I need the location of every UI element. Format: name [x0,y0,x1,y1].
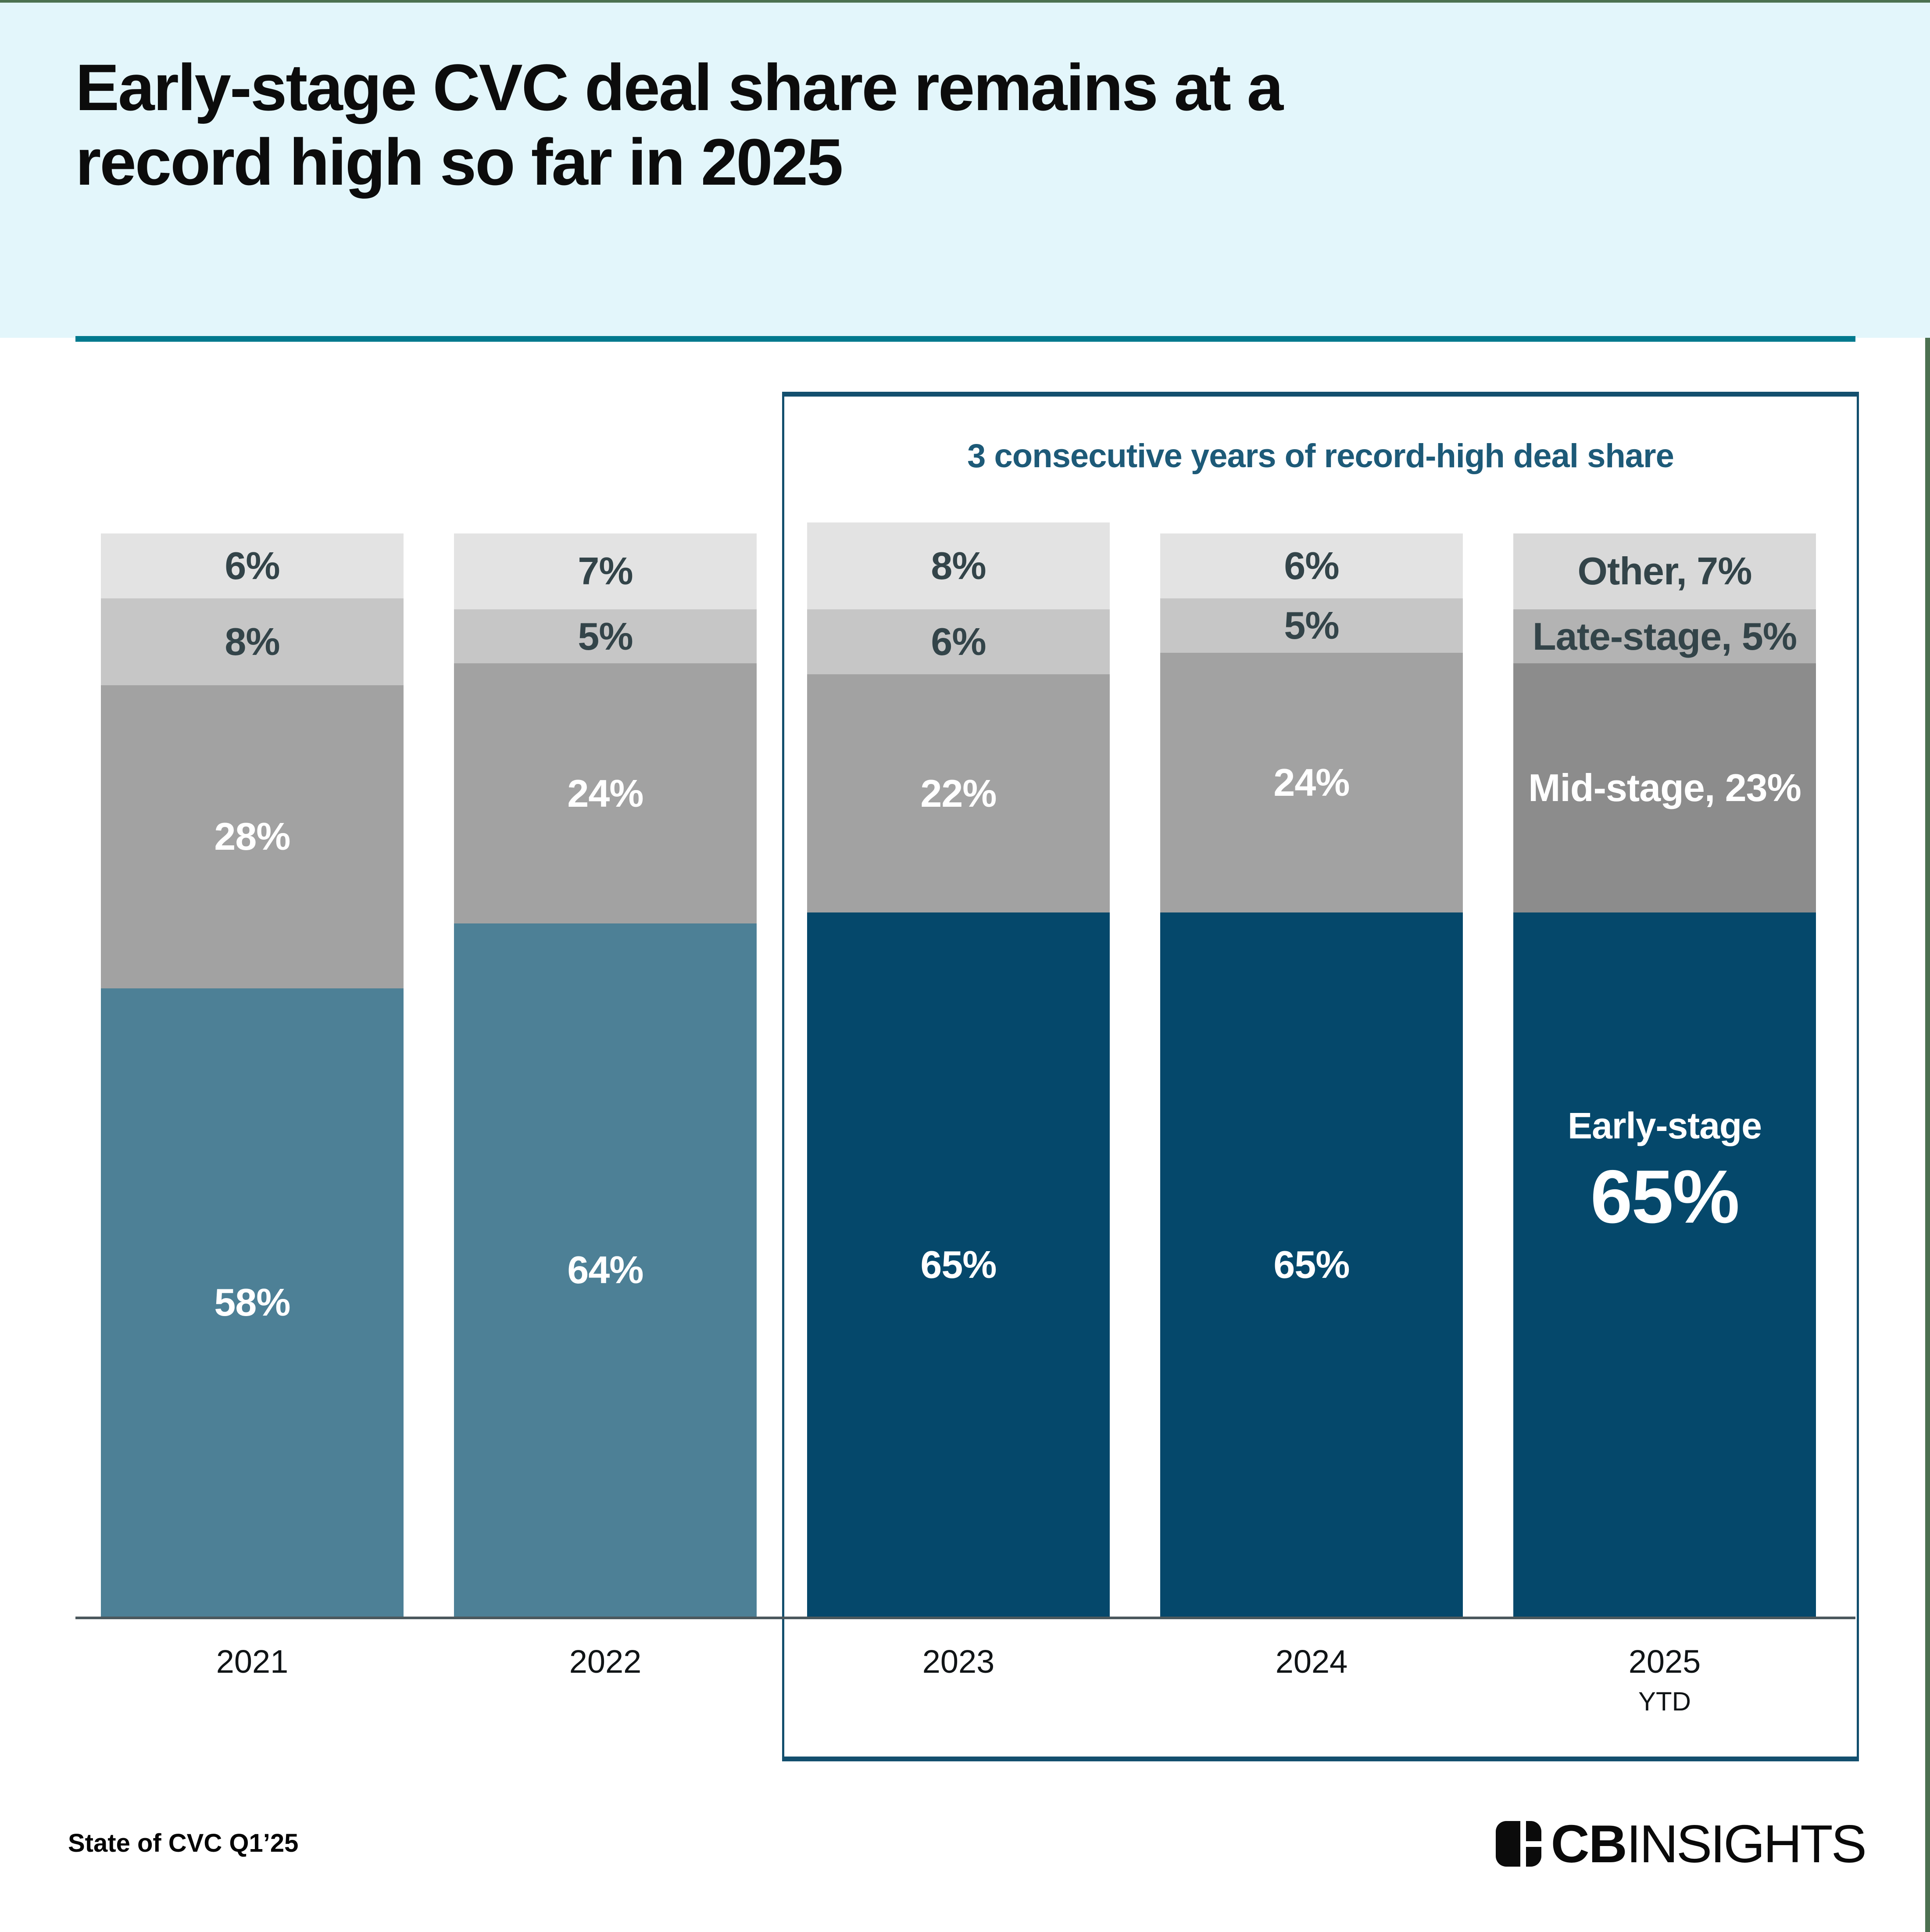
annotation-title: 3 consecutive years of record-high deal … [967,437,1674,475]
bar-segment-label: 5% [1284,603,1339,647]
bar-2023-segment-late-stage: 6% [807,609,1110,674]
x-axis-label-2021: 2021 [101,1642,404,1682]
page-title: Early-stage CVC deal share remains at a … [75,50,1852,199]
bar-segment-label: 24% [1273,760,1350,804]
bar-segment-label: Other, 7% [1577,549,1752,593]
x-axis-label-2025: 2025 YTD [1513,1642,1816,1718]
x-axis-year: 2024 [1275,1643,1348,1680]
source-label: State of CVC Q1’25 [68,1829,299,1857]
bar-segment-label: 65% [1273,1242,1350,1286]
bar-2025-segment-late-stage: Late-stage, 5% [1513,609,1816,664]
bar-segment-label: 64% [567,1248,643,1292]
bar-segment-label: 6% [1284,544,1339,588]
page-title-line2: record high so far in 2025 [75,125,843,199]
top-edge-strip [0,0,1930,3]
early-stage-highlight-label: Early-stage 65% [1568,1105,1762,1240]
bar-segment-label: 8% [225,619,280,663]
bar-2025-segment-other: Other, 7% [1513,533,1816,609]
bar-2022-segment-other: 7% [454,533,757,609]
logo-icon-vertical-gap [1520,1821,1526,1867]
bar-segment-label: Mid-stage, 23% [1528,766,1801,810]
bar-2021-segment-mid-stage: 28% [101,685,404,988]
cbinsights-logo-text: CBINSIGHTS [1551,1814,1867,1874]
record-high-annotation-box: 3 consecutive years of record-high deal … [782,392,1859,1761]
x-axis-line [75,1617,1855,1619]
bar-segment-label: 65% [920,1242,997,1286]
x-axis-label-2023: 2023 [807,1642,1110,1682]
x-axis-label-2022: 2022 [454,1642,757,1682]
right-edge-strip [1925,338,1930,1932]
x-axis-year-sublabel: YTD [1638,1686,1691,1716]
bar-segment-label: 22% [920,771,997,815]
bar-2023-segment-early-stage: 65% [807,912,1110,1617]
x-axis-year: 2023 [922,1643,995,1680]
bar-2021-segment-early-stage: 58% [101,988,404,1617]
bar-segment-label: 28% [214,815,290,859]
bar-segment-label: Late-stage, 5% [1532,614,1797,658]
x-axis-label-2024: 2024 [1160,1642,1463,1682]
logo-text-insights: INSIGHTS [1626,1814,1867,1874]
early-stage-label-title: Early-stage [1568,1105,1762,1147]
bar-2024-segment-late-stage: 5% [1160,598,1463,653]
bar-2025-segment-mid-stage: Mid-stage, 23% [1513,663,1816,913]
bar-2023-segment-other: 8% [807,522,1110,609]
bar-segment-label: 58% [214,1280,290,1324]
header-band: Early-stage CVC deal share remains at a … [0,0,1930,338]
cbinsights-logo-icon [1495,1821,1541,1867]
bar-segment-label: 6% [225,544,280,588]
bar-2022-segment-late-stage: 5% [454,609,757,664]
logo-icon-horizontal-gap [1526,1841,1541,1847]
bar-2022-segment-early-stage: 64% [454,923,757,1617]
bar-segment-label: 7% [578,549,633,593]
bar-2024-segment-other: 6% [1160,533,1463,599]
bar-2023-segment-mid-stage: 22% [807,674,1110,913]
logo-text-cb: CB [1551,1814,1627,1874]
page-title-line1: Early-stage CVC deal share remains at a [75,50,1283,124]
bar-segment-label: 6% [931,619,986,663]
x-axis-year: 2022 [569,1643,642,1680]
cbinsights-logo: CBINSIGHTS [1495,1814,1867,1874]
bar-2024-segment-early-stage: 65% [1160,912,1463,1617]
x-axis-year: 2025 [1628,1643,1701,1680]
bar-segment-label: 8% [931,544,986,588]
bar-2025-segment-early-stage: Early-stage 65% [1513,912,1816,1617]
x-axis-year: 2021 [216,1643,289,1680]
bar-segment-label: 5% [578,614,633,658]
bar-2021-segment-other: 6% [101,533,404,599]
bar-2021-segment-late-stage: 8% [101,598,404,685]
bar-segment-label: 24% [567,771,643,815]
early-stage-label-value: 65% [1590,1155,1740,1239]
teal-divider-rule [75,336,1855,342]
bar-2022-segment-mid-stage: 24% [454,663,757,923]
bar-2024-segment-mid-stage: 24% [1160,652,1463,913]
